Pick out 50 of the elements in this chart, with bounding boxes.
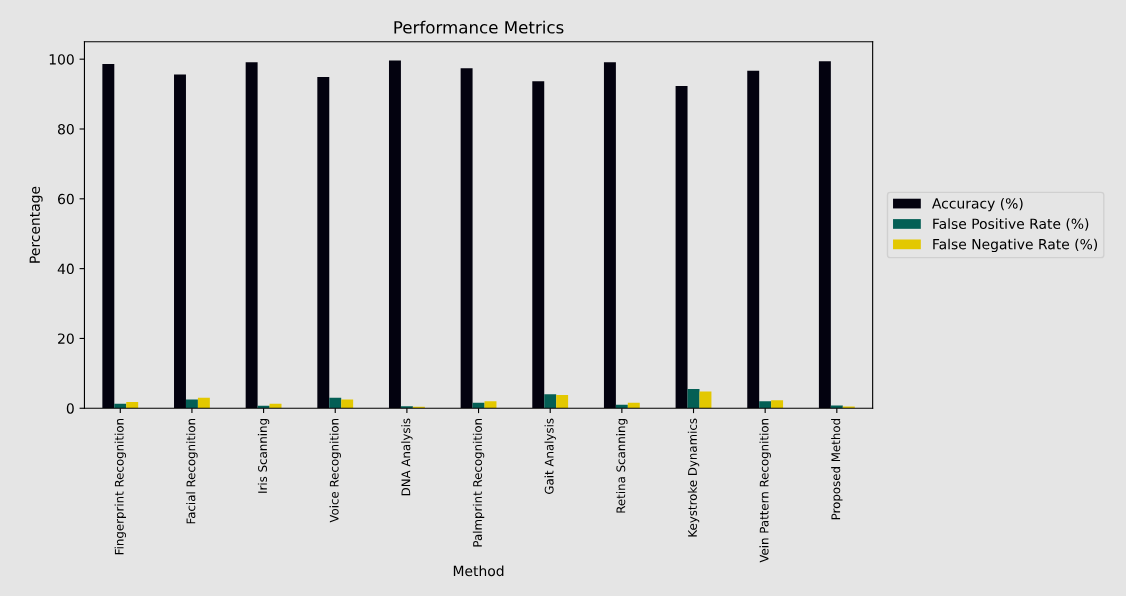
y-tick-label: 0 — [66, 403, 74, 414]
x-tick-label: Facial Recognition — [186, 418, 198, 524]
bar — [627, 402, 640, 409]
bar — [675, 86, 688, 409]
bar — [484, 401, 497, 409]
bar — [818, 61, 831, 409]
x-axis-title: Method — [453, 565, 504, 577]
chart-title: Performance Metrics — [394, 20, 564, 34]
legend-label: False Positive Rate (%) — [933, 218, 1089, 231]
bar — [185, 399, 198, 409]
bar — [556, 394, 569, 409]
x-tick-label: Vein Pattern Recognition — [759, 418, 771, 563]
y-tick-label: 20 — [58, 333, 74, 344]
legend-label: Accuracy (%) — [932, 197, 1023, 212]
bar — [174, 74, 186, 409]
x-tick-label: Voice Recognition — [329, 418, 341, 523]
bar — [699, 391, 712, 409]
y-axis-title: Percentage — [29, 186, 43, 263]
bar — [388, 60, 401, 409]
bar — [759, 401, 772, 409]
bar — [126, 401, 139, 409]
bar — [687, 389, 700, 409]
x-tick-label: Retina Scanning — [616, 419, 628, 513]
x-tick-label: Keystroke Dynamics — [687, 418, 700, 537]
bar — [472, 402, 485, 409]
y-tick-label: 60 — [58, 193, 74, 205]
bar — [747, 70, 760, 409]
bar — [460, 68, 473, 409]
x-tick-label: Fingerprint Recognition — [114, 418, 126, 555]
x-tick-label: Gait Analysis — [544, 418, 556, 494]
bar — [102, 64, 115, 409]
bar — [317, 76, 330, 409]
bar — [400, 406, 413, 409]
x-tick-label: DNA Analysis — [401, 418, 413, 496]
bar — [532, 81, 545, 409]
x-tick-label: Iris Scanning — [257, 419, 270, 493]
x-tick-label: Proposed Method — [831, 419, 843, 520]
bar — [544, 394, 557, 409]
legend-label: False Negative Rate (%) — [933, 238, 1098, 253]
bar — [329, 397, 342, 409]
y-tick-label: 100 — [49, 54, 74, 65]
bar — [830, 405, 843, 409]
bar — [603, 62, 616, 409]
bar — [197, 397, 210, 409]
y-tick-label: 40 — [57, 263, 74, 275]
x-tick-label: Palmprint Recognition — [472, 418, 485, 547]
y-tick-label: 80 — [58, 123, 74, 135]
bar — [245, 62, 258, 409]
bar — [341, 399, 354, 409]
bar — [771, 400, 784, 409]
